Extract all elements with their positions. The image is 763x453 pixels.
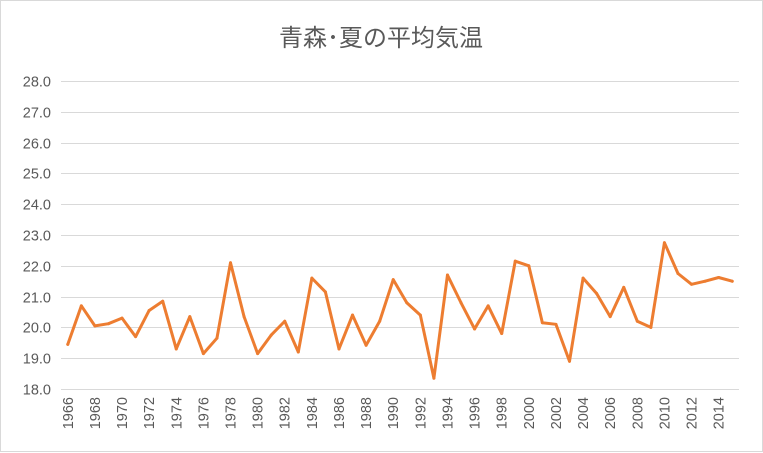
data-point — [405, 301, 409, 305]
data-point — [147, 308, 151, 312]
data-point — [622, 285, 626, 289]
data-point — [93, 324, 97, 328]
y-tick-label: 22.0 — [23, 260, 51, 276]
y-tick-label: 21.0 — [23, 291, 51, 307]
data-point — [66, 342, 70, 346]
data-point — [635, 319, 639, 323]
data-point — [242, 315, 246, 319]
data-point — [161, 299, 165, 303]
x-tick-label: 1966 — [61, 397, 77, 429]
x-tick-label: 1970 — [115, 397, 131, 429]
x-tick-label: 1990 — [386, 397, 402, 429]
data-point — [581, 276, 585, 280]
series-line — [66, 241, 734, 380]
y-tick-label: 23.0 — [23, 229, 51, 245]
x-tick-label: 2014 — [712, 397, 728, 429]
y-tick-label: 24.0 — [23, 198, 51, 214]
data-point — [174, 347, 178, 351]
data-point — [188, 315, 192, 319]
x-tick-label: 1996 — [468, 397, 484, 429]
x-tick-label: 2002 — [549, 397, 565, 429]
data-point — [730, 279, 734, 283]
data-point — [703, 279, 707, 283]
data-point — [323, 290, 327, 294]
data-point — [540, 321, 544, 325]
data-point — [473, 327, 477, 331]
x-tick-label: 2000 — [522, 397, 538, 429]
series-layer — [66, 241, 734, 380]
x-tick-label: 1992 — [413, 397, 429, 429]
chart-title: 青森･夏の平均気温 — [279, 24, 483, 52]
data-point — [595, 292, 599, 296]
x-tick-label: 1994 — [440, 397, 456, 429]
data-point — [662, 241, 666, 245]
x-tick-label: 1968 — [88, 397, 104, 429]
x-tick-label: 1978 — [224, 397, 240, 429]
data-point — [120, 316, 124, 320]
data-point — [513, 259, 517, 263]
data-point — [296, 350, 300, 354]
y-tick-label: 18.0 — [23, 383, 51, 399]
x-tick-label: 1986 — [332, 397, 348, 429]
data-point — [690, 282, 694, 286]
data-point — [310, 276, 314, 280]
data-point — [554, 322, 558, 326]
y-tick-label: 25.0 — [23, 167, 51, 183]
data-point — [378, 319, 382, 323]
data-point — [500, 332, 504, 336]
data-point — [337, 347, 341, 351]
y-tick-label: 19.0 — [23, 352, 51, 368]
data-point — [79, 304, 83, 308]
data-point — [283, 319, 287, 323]
data-point — [676, 272, 680, 275]
x-tick-label: 1974 — [169, 397, 185, 429]
x-tick-label: 1976 — [196, 397, 212, 429]
data-point — [269, 333, 273, 337]
y-tick-label: 20.0 — [23, 321, 51, 337]
data-point — [486, 304, 490, 308]
x-tick-label: 2010 — [657, 397, 673, 429]
x-tick-label: 1982 — [278, 397, 294, 429]
data-point — [717, 276, 721, 279]
data-point — [364, 343, 368, 347]
data-point — [649, 325, 653, 329]
x-tick-label: 2008 — [630, 397, 646, 429]
data-point — [134, 335, 138, 339]
data-point — [391, 278, 395, 282]
data-point — [608, 315, 612, 319]
data-point — [445, 273, 449, 277]
y-tick-label: 27.0 — [23, 106, 51, 122]
x-tick-label: 2012 — [685, 397, 701, 429]
data-point — [201, 352, 205, 356]
x-tick-label: 1988 — [359, 397, 375, 429]
data-point — [229, 261, 232, 265]
x-tick-label: 1984 — [305, 397, 321, 429]
data-point — [215, 336, 219, 340]
x-tick-label: 2006 — [603, 397, 619, 429]
x-tick-label: 1972 — [142, 397, 158, 429]
y-axis-tick-labels: 18.0 19.0 20.0 21.0 22.0 23.0 24.0 25.0 26.0 27.0… — [23, 75, 51, 399]
x-tick-label: 1998 — [495, 397, 511, 429]
gridlines — [61, 81, 739, 390]
data-point — [106, 322, 110, 326]
data-point — [459, 301, 463, 305]
y-tick-label: 26.0 — [23, 137, 51, 153]
x-axis-tick-labels: 1966 1968 1970 1972 1974 1976 1978 1980 1982 1984… — [61, 397, 728, 429]
data-point — [568, 359, 571, 363]
data-point — [432, 376, 436, 380]
data-point — [256, 352, 260, 356]
data-point — [351, 313, 355, 317]
y-tick-label: 28.0 — [23, 75, 51, 91]
data-point — [418, 313, 422, 317]
data-point — [527, 264, 531, 268]
x-tick-label: 2004 — [576, 397, 592, 429]
x-tick-label: 1980 — [251, 397, 267, 429]
